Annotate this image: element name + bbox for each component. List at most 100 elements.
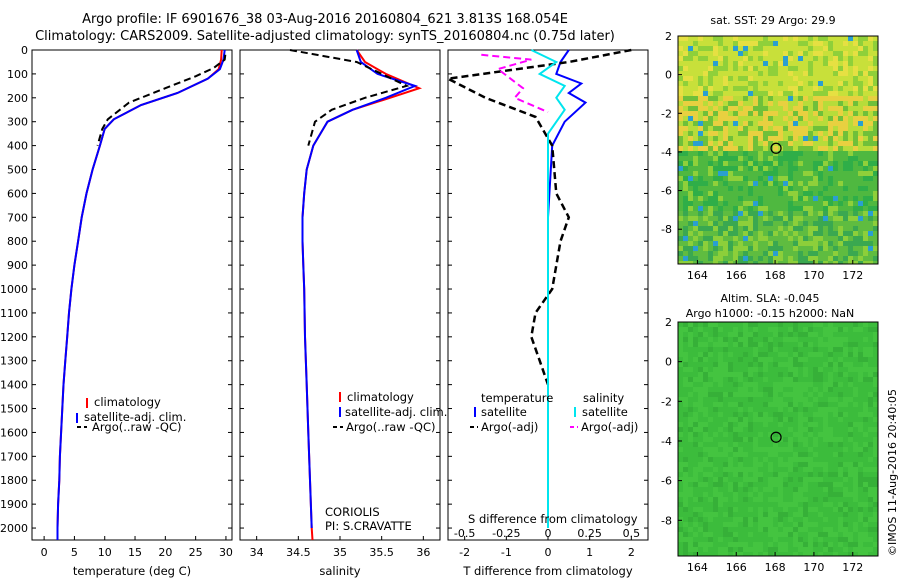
depth-tick-label: 700	[7, 211, 28, 224]
legend-mid-satellite-label: satellite-adj. clim.	[345, 405, 447, 419]
depth-tick-label: 300	[7, 116, 28, 129]
sla-map: 164 166 168 170 172 2 0 -2 -4 -6 -8	[661, 316, 879, 574]
series-line-satellite-adj-clim-	[301, 49, 418, 529]
depth-tick-label: 1100	[0, 307, 28, 320]
x-tick-label: 2	[628, 546, 635, 559]
map-x-tick-label: 168	[765, 561, 786, 574]
depth-tick-label: 1000	[0, 283, 28, 296]
map-y-tick-label: -2	[661, 395, 672, 408]
map-x-tick-label: 172	[842, 269, 863, 282]
x-tick-label: 1	[586, 546, 593, 559]
x-tick-label: 5	[71, 546, 78, 559]
legend-diff-temp-argo-label: Argo(-adj)	[481, 420, 538, 434]
map-y-tick-label: 0	[665, 356, 672, 369]
map-x-tick-label: 170	[803, 269, 824, 282]
map-x-tick-label: 168	[765, 269, 786, 282]
legend-climatology-label: climatology	[94, 395, 161, 409]
x-tick-label: 35	[333, 546, 347, 559]
x-tick-label: 15	[128, 546, 142, 559]
depth-tick-label: 1200	[0, 331, 28, 344]
argo-position-marker	[770, 431, 782, 443]
map-x-tick-label: 164	[687, 269, 708, 282]
figure-title-line2: Climatology: CARS2009. Satellite-adjuste…	[35, 29, 615, 44]
x-tick-label: 0	[545, 546, 552, 559]
legend-mid-argo-label: Argo(..raw -QC)	[346, 420, 436, 434]
s-diff-tick-label: 0.5	[623, 527, 641, 540]
map-x-tick-label: 166	[726, 561, 747, 574]
map-y-tick-label: -6	[661, 185, 672, 198]
legend-satellite-label: satellite-adj. clim.	[84, 410, 186, 424]
map-x-tick-label: 170	[803, 561, 824, 574]
coriolis-note: CORIOLIS	[325, 505, 380, 519]
map-y-tick-label: -8	[661, 223, 672, 236]
depth-tick-label: 1400	[0, 379, 28, 392]
s-diff-tick-label: 0.25	[577, 527, 602, 540]
map-y-tick-label: 0	[665, 69, 672, 82]
legend-diff-sal-heading: salinity	[583, 391, 624, 405]
map-y-tick-label: -2	[661, 107, 672, 120]
series-line-salinity-satellite	[530, 49, 567, 528]
s-diff-tick-label: -0.25	[492, 527, 520, 540]
figure-title-line1: Argo profile: IF 6901676_38 03-Aug-2016 …	[82, 12, 568, 27]
x-tick-label: 34	[250, 546, 264, 559]
depth-tick-label: 900	[7, 259, 28, 272]
sst-map-title: sat. SST: 29 Argo: 29.9	[710, 14, 835, 27]
x-tick-label: 30	[219, 546, 233, 559]
x-tick-label: 20	[158, 546, 172, 559]
map-x-tick-label: 164	[687, 561, 708, 574]
map-y-tick-label: 2	[665, 30, 672, 43]
legend-mid-climatology-label: climatology	[347, 390, 414, 404]
temperature-xlabel: temperature (deg C)	[73, 564, 191, 578]
sla-map-title-1: Altim. SLA: -0.045	[720, 292, 819, 305]
s-diff-tick-label: 0	[545, 527, 552, 540]
depth-tick-label: 1800	[0, 474, 28, 487]
x-tick-label: -1	[501, 546, 512, 559]
x-tick-label: -2	[459, 546, 470, 559]
map-y-tick-label: -8	[661, 514, 672, 527]
diff-top-axis-label: S difference from climatology	[468, 512, 638, 526]
depth-tick-label: 0	[21, 44, 28, 57]
legend-diff-sal-argo-label: Argo(-adj)	[581, 420, 638, 434]
x-tick-label: 35.5	[369, 546, 394, 559]
series-line-argo-raw-qc-	[289, 49, 410, 146]
legend-diff-temp-sat-label: satellite	[481, 405, 527, 419]
pi-note: PI: S.CRAVATTE	[325, 519, 412, 533]
legend-diff-temp-heading: temperature	[481, 391, 553, 405]
depth-tick-label: 200	[7, 92, 28, 105]
salinity-xlabel: salinity	[319, 564, 360, 578]
x-tick-label: 25	[189, 546, 203, 559]
s-diff-tick-label: -0.5	[454, 527, 475, 540]
depth-tick-label: 500	[7, 164, 28, 177]
x-tick-label: 10	[98, 546, 112, 559]
map-y-tick-label: -4	[661, 435, 672, 448]
depth-tick-label: 1300	[0, 355, 28, 368]
salinity-panel	[239, 49, 441, 541]
map-y-tick-label: -4	[661, 146, 672, 159]
sla-map-title-2: Argo h1000: -0.15 h2000: NaN	[686, 307, 855, 320]
depth-tick-label: 600	[7, 187, 28, 200]
series-line-temperature-satellite	[547, 49, 588, 528]
series-line-salinity-argo-adj-	[481, 53, 549, 114]
depth-tick-label: 800	[7, 235, 28, 248]
x-tick-label: 34.5	[286, 546, 311, 559]
map-x-tick-label: 172	[842, 561, 863, 574]
temperature-panel	[31, 49, 233, 541]
argo-position-marker	[770, 142, 782, 154]
series-line-satellite-adj-clim-	[56, 49, 226, 540]
x-tick-label: 0	[41, 546, 48, 559]
sst-map: 164 166 168 170 172 2 0 -2 -4 -6 -8	[661, 30, 879, 282]
depth-tick-label: 400	[7, 140, 28, 153]
depth-tick-label: 1700	[0, 450, 28, 463]
legend-argo-label: Argo(..raw -QC)	[92, 420, 182, 434]
legend-diff-sal-sat-label: satellite	[582, 405, 628, 419]
difference-xlabel: T difference from climatology	[462, 564, 633, 578]
map-x-tick-label: 166	[726, 269, 747, 282]
depth-tick-label: 2000	[0, 522, 28, 535]
imos-credit: ©IMOS 11-Aug-2016 20:40:05	[886, 389, 899, 556]
map-y-tick-label: -6	[661, 475, 672, 488]
series-line-temperature-argo-adj-	[443, 48, 632, 386]
series-line-argo-raw-qc-	[96, 54, 227, 146]
depth-tick-label: 1900	[0, 498, 28, 511]
depth-tick-label: 100	[7, 68, 28, 81]
